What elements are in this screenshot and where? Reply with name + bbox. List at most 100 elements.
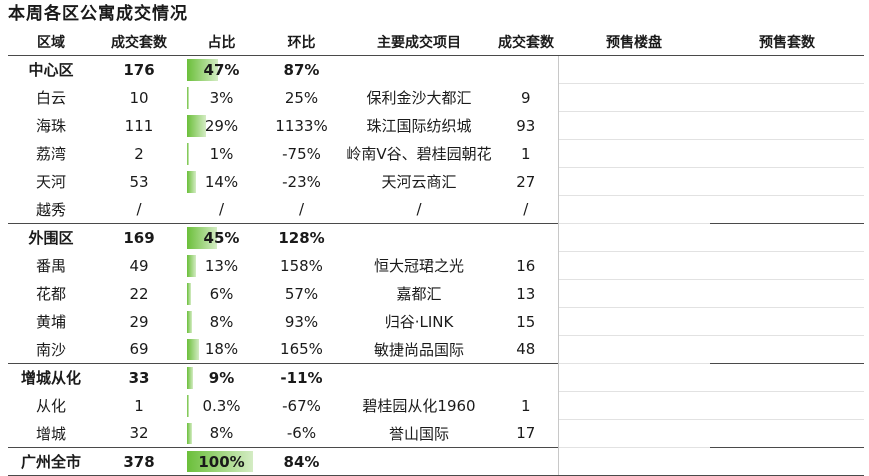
ring-cell: 128% [259, 223, 344, 252]
deals-cell: 111 [124, 116, 154, 135]
share-cell: 14% [184, 168, 259, 196]
region-cell: 荔湾 [35, 145, 66, 163]
share-bar [187, 394, 189, 417]
table-row: 增城 32 8% -6% 誉山国际 17 [8, 419, 864, 448]
ring-cell: 1133% [275, 116, 328, 135]
region-cell: 黄埔 [35, 313, 66, 331]
presale-units-cell [710, 55, 864, 84]
presale-units-cell [710, 279, 864, 308]
ring-cell: 57% [284, 284, 319, 303]
share-text: 14% [204, 172, 239, 191]
share-bar [187, 227, 217, 249]
ring-cell: 165% [280, 340, 323, 359]
presale-cell [557, 251, 710, 280]
table-row: 从化 1 0.3% -67% 碧桂园从化1960 1 [8, 391, 864, 420]
region-cell: 中心区 [8, 55, 94, 84]
project-cell [344, 55, 494, 84]
region-cell: 番禺 [35, 257, 66, 275]
share-bar [187, 310, 193, 333]
header-ring: 环比 [259, 28, 344, 56]
deals-cell: 1 [134, 396, 144, 415]
presale-units-cell [710, 195, 864, 224]
presale-cell [557, 55, 710, 84]
share-text: / [218, 200, 225, 219]
region-cell: 从化 [35, 397, 66, 415]
table-header-row: 区域 成交套数 占比 环比 主要成交项目 成交套数 预售楼盘 预售套数 [8, 28, 864, 56]
ring-cell: -11% [259, 363, 344, 392]
presale-units-cell [710, 83, 864, 112]
header-presale-units: 预售套数 [710, 28, 864, 56]
header-presale: 预售楼盘 [558, 28, 710, 56]
deals-cell: 10 [129, 88, 149, 107]
share-bar [187, 282, 191, 305]
project-deals-cell: 27 [516, 172, 536, 191]
share-cell: 8% [184, 420, 259, 448]
share-cell: 18% [184, 336, 259, 364]
project-deals-cell [494, 363, 558, 392]
ring-cell: 84% [259, 447, 344, 476]
presale-cell [557, 195, 710, 224]
presale-units-cell [710, 167, 864, 196]
share-text: 13% [204, 256, 239, 275]
project-cell: 珠江国际纺织城 [366, 117, 472, 135]
region-cell: 增城从化 [8, 363, 94, 392]
deals-cell: / [136, 200, 142, 219]
project-cell [344, 363, 494, 392]
ring-cell: -75% [282, 144, 321, 163]
share-bar [187, 367, 193, 389]
share-cell: 47% [184, 55, 259, 84]
project-deals-cell: 16 [516, 256, 536, 275]
share-bar [187, 86, 189, 109]
region-cell: 白云 [35, 89, 66, 107]
project-deals-cell: 93 [516, 116, 536, 135]
deals-cell: 22 [129, 284, 149, 303]
table-row: 花都 22 6% 57% 嘉都汇 13 [8, 279, 864, 308]
table-row: 黄埔 29 8% 93% 归谷·LINK 15 [8, 307, 864, 336]
project-cell [344, 447, 494, 476]
table-row: 海珠 111 29% 1133% 珠江国际纺织城 93 [8, 111, 864, 140]
region-cell: 南沙 [35, 340, 66, 359]
deals-cell: 29 [129, 312, 149, 331]
project-deals-cell [494, 55, 558, 84]
region-cell: 花都 [35, 285, 66, 303]
apartment-deals-table: 区域 成交套数 占比 环比 主要成交项目 成交套数 预售楼盘 预售套数 中心区 1… [8, 28, 864, 476]
header-region: 区域 [8, 28, 94, 56]
ring-cell: 93% [284, 312, 319, 331]
deals-cell: 33 [94, 363, 184, 392]
deals-cell: 2 [134, 144, 144, 163]
share-bar [187, 114, 207, 137]
region-cell: 海珠 [35, 117, 66, 135]
presale-units-cell [710, 223, 864, 252]
project-cell: 敏捷尚品国际 [373, 340, 464, 359]
presale-units-cell [710, 335, 864, 364]
project-deals-cell: 1 [520, 396, 531, 415]
presale-units-cell [710, 139, 864, 168]
project-cell: 誉山国际 [388, 424, 449, 443]
project-deals-cell: 15 [516, 312, 536, 331]
presale-cell [557, 335, 710, 364]
table-group-row: 外围区 169 45% 128% [8, 223, 864, 252]
deals-cell: 49 [129, 256, 149, 275]
project-cell: 恒大冠珺之光 [373, 257, 464, 275]
project-cell: 碧桂园从化1960 [362, 397, 476, 415]
project-deals-cell: 48 [516, 340, 536, 359]
table-row: 越秀 / / / / / [8, 195, 864, 224]
project-cell: 嘉都汇 [396, 285, 442, 303]
share-bar [187, 170, 197, 193]
share-cell: 8% [184, 308, 259, 336]
ring-cell: 158% [280, 256, 323, 275]
share-bar [187, 451, 253, 472]
project-deals-cell: 1 [520, 144, 531, 163]
presale-cell [557, 83, 710, 112]
project-deals-cell: 13 [516, 284, 536, 303]
share-cell: 6% [184, 280, 259, 308]
project-cell: 归谷·LINK [384, 313, 454, 331]
presale-cell [557, 167, 710, 196]
ring-cell: 25% [284, 88, 319, 107]
presale-units-cell [710, 111, 864, 140]
presale-cell [557, 419, 710, 448]
share-cell: 0.3% [184, 392, 259, 420]
region-cell: 天河 [35, 173, 66, 191]
presale-units-cell [710, 251, 864, 280]
share-cell: 45% [184, 223, 259, 252]
